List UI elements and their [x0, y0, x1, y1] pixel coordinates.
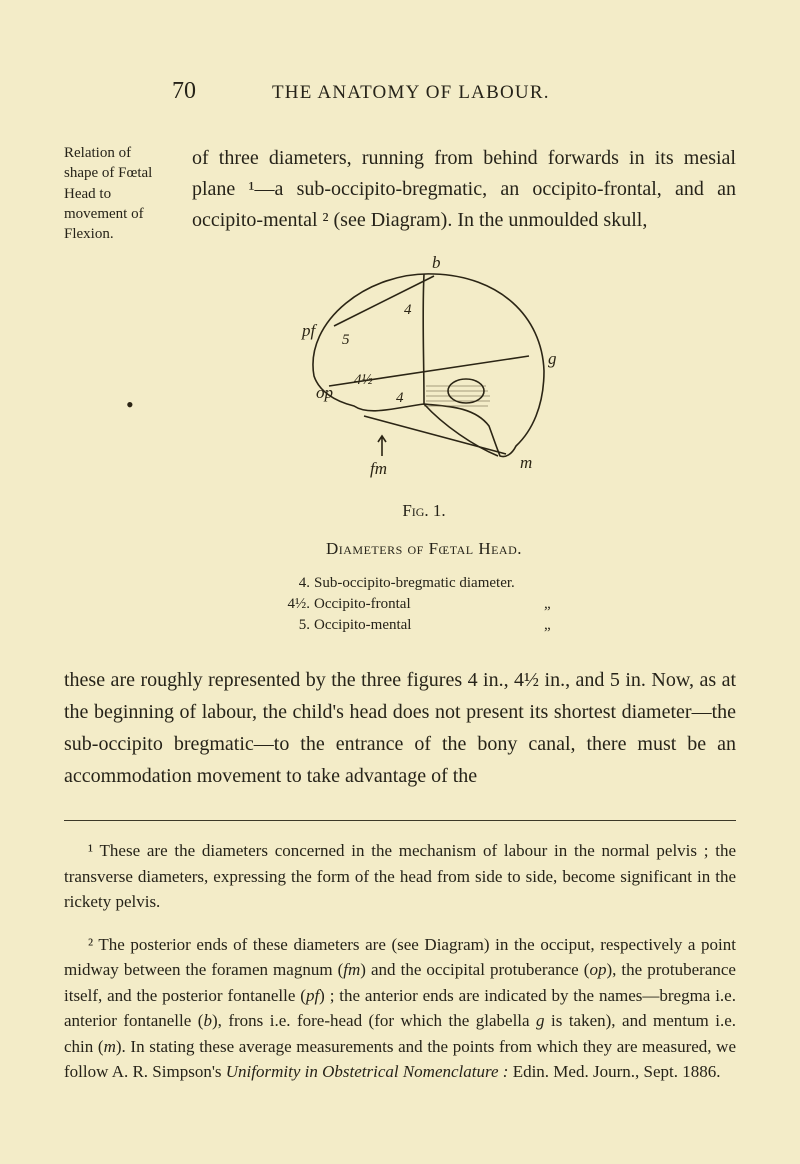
fn2-text: Edin. Med. Journ., Sept. 1886.: [508, 1062, 720, 1081]
skull-diagram: b pf g op fm m 4 5 4½ 4: [274, 256, 574, 486]
label-g: g: [548, 349, 557, 368]
footnote-1: ¹ These are the diameters concerned in t…: [64, 838, 736, 915]
cranium-outline: [313, 274, 544, 457]
margin-line: shape of Fœtal: [64, 165, 152, 181]
fig-label: Fig. 1.: [402, 501, 445, 520]
footnote-2: ² The posterior ends of these diameters …: [64, 932, 736, 1085]
page-number: 70: [172, 78, 196, 105]
item-suffix: [544, 573, 564, 594]
footnote-rule: [64, 820, 736, 821]
page-header: 70 THE ANATOMY OF LABOUR.: [172, 78, 736, 105]
page: 70 THE ANATOMY OF LABOUR. Relation of sh…: [0, 0, 800, 1164]
paragraph-1: of three diameters, running from behind …: [192, 143, 736, 236]
fn2-title: Uniformity in Obstetrical Nomenclature :: [226, 1062, 509, 1081]
arrow-icon: [378, 436, 386, 456]
margin-line: movement of: [64, 206, 144, 222]
bullet-icon: •: [126, 392, 134, 418]
label-pf: pf: [301, 321, 318, 340]
figure-caption: Fig. 1.: [112, 501, 736, 521]
body-block: Relation of shape of Fœtal Head to movem…: [64, 143, 736, 236]
label-b: b: [432, 256, 441, 272]
num-4: 4: [404, 302, 412, 318]
list-item: 4½. Occipito-frontal „: [284, 594, 564, 615]
item-number: 5.: [284, 615, 314, 636]
item-label: Occipito-frontal: [314, 594, 544, 615]
label-fm: fm: [370, 459, 387, 478]
chapter-title: THE ANATOMY OF LABOUR.: [272, 82, 550, 104]
fn2-text: ) and the occipital protuberance (: [360, 960, 589, 979]
list-item: 5. Occipito-mental „: [284, 615, 564, 636]
diameters-title: Diameters of Fœtal Head.: [112, 539, 736, 559]
item-suffix: „: [544, 615, 564, 636]
num-4half: 4½: [354, 372, 373, 388]
item-suffix: „: [544, 594, 564, 615]
margin-line: Flexion.: [64, 226, 114, 242]
fn2-m: m: [104, 1037, 116, 1056]
fn2-op: op: [589, 960, 606, 979]
margin-line: Head to: [64, 186, 111, 202]
face-hatching: [424, 386, 490, 406]
seam-line: [423, 274, 424, 404]
fn2-pf: pf: [306, 986, 319, 1005]
fn2-g: g: [536, 1011, 545, 1030]
item-label: Sub-occipito-bregmatic diameter.: [314, 573, 544, 594]
paragraph-2: these are roughly represented by the thr…: [64, 664, 736, 792]
margin-note: Relation of shape of Fœtal Head to movem…: [64, 143, 184, 244]
fn2-text: ), frons i.e. fore-head (for which the g…: [212, 1011, 536, 1030]
list-item: 4. Sub-occipito-bregmatic diameter.: [284, 573, 564, 594]
diameters-list: 4. Sub-occipito-bregmatic diameter. 4½. …: [284, 573, 564, 636]
label-m: m: [520, 453, 532, 472]
item-number: 4½.: [284, 594, 314, 615]
label-op: op: [316, 383, 333, 402]
fn2-b: b: [203, 1011, 212, 1030]
margin-line: Relation of: [64, 145, 131, 161]
figure: • b pf g op: [112, 256, 736, 636]
num-4b: 4: [396, 390, 404, 406]
item-label: Occipito-mental: [314, 615, 544, 636]
fn2-fm: fm: [343, 960, 360, 979]
num-5: 5: [342, 332, 350, 348]
item-number: 4.: [284, 573, 314, 594]
